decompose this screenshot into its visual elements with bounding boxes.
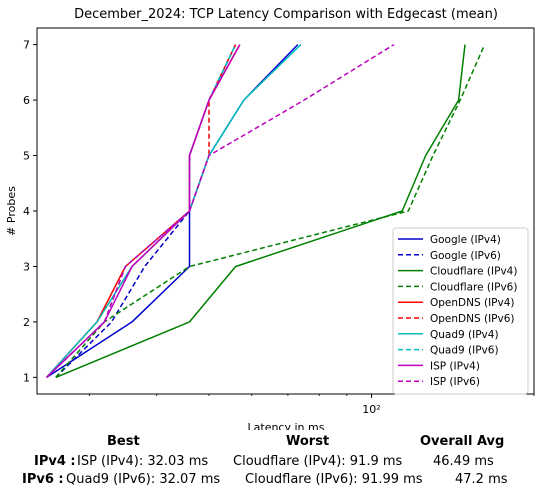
series-line-opendns-ipv6 <box>46 44 237 378</box>
legend-label: Cloudflare (IPv6) <box>430 281 517 293</box>
legend-label: Quad9 (IPv6) <box>430 345 499 357</box>
x-axis-label: Latency in ms <box>248 421 325 430</box>
y-tick-label: 1 <box>23 371 30 384</box>
y-tick-label: 2 <box>23 316 30 329</box>
legend-label: Quad9 (IPv4) <box>430 329 499 341</box>
ipv6-best: Quad9 (IPv6): 32.07 ms <box>66 472 221 487</box>
legend-label: Cloudflare (IPv4) <box>430 266 517 278</box>
x-tick-label: 10² <box>362 403 380 416</box>
ipv4-row-label: IPv4 : <box>34 454 76 469</box>
series-line-quad9-ipv6 <box>46 44 237 378</box>
legend-label: OpenDNS (IPv4) <box>430 297 515 309</box>
y-tick-label: 3 <box>23 260 30 273</box>
ipv6-overall-avg: 47.2 ms <box>455 472 508 487</box>
chart-title: December_2024: TCP Latency Comparison wi… <box>74 7 498 22</box>
ipv4-overall-avg: 46.49 ms <box>433 454 494 469</box>
legend-label: OpenDNS (IPv6) <box>430 313 515 325</box>
y-tick-label: 6 <box>23 94 30 107</box>
overall-avg-header: Overall Avg <box>420 434 505 449</box>
legend-label: Google (IPv4) <box>430 234 501 246</box>
ipv6-worst: Cloudflare (IPv6): 91.99 ms <box>245 472 423 487</box>
series-line-opendns-ipv4 <box>46 44 241 378</box>
legend: Google (IPv4) Google (IPv6) Cloudflare (IP… <box>392 227 529 395</box>
worst-header: Worst <box>286 434 330 449</box>
series-line-cloudflare-ipv4 <box>55 44 466 379</box>
series-line-google-ipv6 <box>55 44 237 378</box>
legend-label: ISP (IPv4) <box>430 360 480 372</box>
latency-chart: December_2024: TCP Latency Comparison wi… <box>5 7 535 430</box>
legend-box <box>392 227 529 395</box>
summary-table: Best Worst Overall Avg IPv4 : ISP (IPv4)… <box>0 434 541 494</box>
legend-label: Google (IPv6) <box>430 250 501 262</box>
legend-label: ISP (IPv6) <box>430 376 480 388</box>
ipv4-worst: Cloudflare (IPv4): 91.9 ms <box>233 454 403 469</box>
y-tick-label: 4 <box>23 205 30 218</box>
series-line-quad9-ipv4 <box>46 44 302 378</box>
y-tick-label: 7 <box>23 39 30 52</box>
series-line-google-ipv4 <box>46 44 299 379</box>
y-tick-label: 5 <box>23 150 30 163</box>
ipv6-row-label: IPv6 : <box>22 472 64 487</box>
ipv4-best: ISP (IPv4): 32.03 ms <box>77 454 209 469</box>
series-line-isp-ipv6 <box>46 43 395 378</box>
series-line-isp-ipv4 <box>46 44 241 378</box>
y-axis-label: # Probes <box>5 186 18 236</box>
best-header: Best <box>107 434 140 449</box>
plot-area: 1 2 3 4 5 6 7 10² <box>23 27 535 416</box>
